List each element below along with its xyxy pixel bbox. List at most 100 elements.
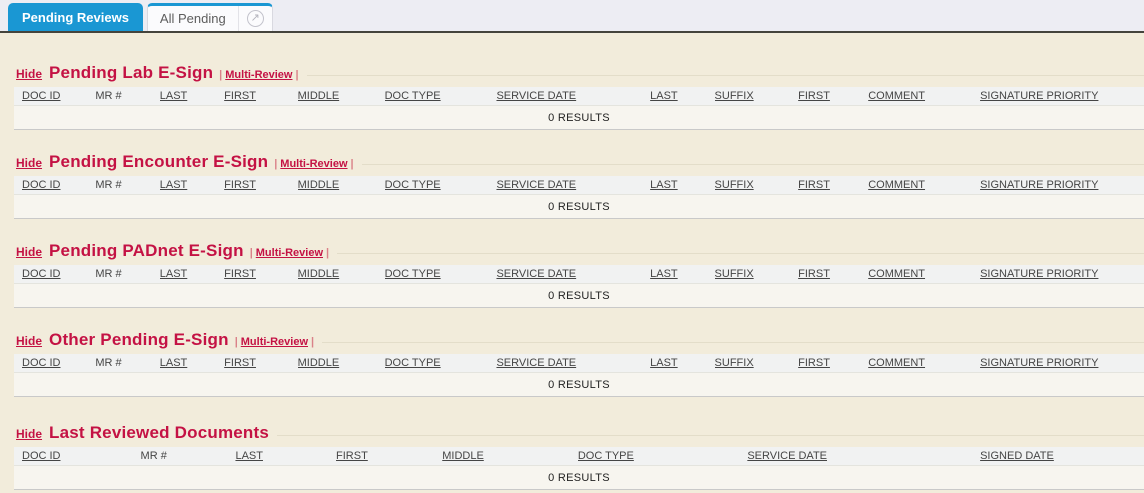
column-header-first[interactable]: FIRST <box>798 179 830 191</box>
column-header-doc-type[interactable]: DOC TYPE <box>384 268 441 280</box>
column-header-mr-: MR # <box>95 268 122 280</box>
header-rule-line <box>277 434 1144 436</box>
table-header-row: DOC ID MR # LAST FIRST MIDDLE DOC TYPE SERVICE… <box>14 354 1144 373</box>
column-header-doc-type[interactable]: DOC TYPE <box>577 450 634 462</box>
column-header-middle[interactable]: MIDDLE <box>297 90 340 102</box>
section-header: Hide Pending Lab E-Sign | Multi-Review | <box>0 63 1144 83</box>
tab-all-pending-icon-area[interactable]: ↗ <box>237 6 272 31</box>
column-header-comment[interactable]: COMMENT <box>868 357 926 369</box>
results-count-text: 0 RESULTS <box>548 111 610 124</box>
column-header-mr-: MR # <box>95 357 122 369</box>
column-header-service-date[interactable]: SERVICE DATE <box>496 268 577 280</box>
tab-all-pending[interactable]: All Pending ↗ <box>146 3 273 31</box>
pipe-separator-left: | <box>219 69 223 81</box>
table-header-row: DOC ID MR # LAST FIRST MIDDLE DOC TYPE SERVICE… <box>14 447 1144 466</box>
multi-review-wrap: | Multi-Review | <box>274 158 353 170</box>
column-header-first[interactable]: FIRST <box>224 179 256 191</box>
tab-all-pending-label: All Pending <box>159 11 226 26</box>
column-header-last[interactable]: LAST <box>650 90 678 102</box>
column-header-last[interactable]: LAST <box>159 179 188 191</box>
table-header-row: DOC ID MR # LAST FIRST MIDDLE DOC TYPE SERVICE… <box>14 176 1144 195</box>
column-header-last[interactable]: LAST <box>235 450 263 462</box>
column-header-last[interactable]: LAST <box>650 179 678 191</box>
tab-pending-reviews[interactable]: Pending Reviews <box>8 3 143 31</box>
column-header-doc-id[interactable]: DOC ID <box>22 450 61 462</box>
section-title: Last Reviewed Documents <box>49 423 270 442</box>
external-link-icon[interactable]: ↗ <box>246 10 264 27</box>
column-header-suffix[interactable]: SUFFIX <box>714 90 754 102</box>
column-header-last[interactable]: LAST <box>159 268 188 280</box>
column-header-service-date[interactable]: SERVICE DATE <box>496 357 577 369</box>
document-section: Hide Pending Lab E-Sign | Multi-Review | D… <box>0 63 1144 130</box>
pipe-separator-right: | <box>295 69 299 81</box>
column-header-first[interactable]: FIRST <box>798 90 830 102</box>
column-header-middle[interactable]: MIDDLE <box>442 450 484 462</box>
section-table: DOC ID MR # LAST FIRST MIDDLE DOC TYPE SERVICE… <box>14 447 1144 490</box>
multi-review-wrap: | Multi-Review | <box>219 69 298 81</box>
column-header-suffix[interactable]: SUFFIX <box>714 357 754 369</box>
column-header-signature-priority[interactable]: SIGNATURE PRIORITY <box>980 179 1099 191</box>
pending-reviews-content: Hide Pending Lab E-Sign | Multi-Review | D… <box>0 33 1144 490</box>
column-header-signature-priority[interactable]: SIGNATURE PRIORITY <box>980 357 1099 369</box>
hide-link[interactable]: Hide <box>16 156 43 170</box>
column-header-last[interactable]: LAST <box>650 268 678 280</box>
hide-link[interactable]: Hide <box>16 427 43 441</box>
column-header-middle[interactable]: MIDDLE <box>297 268 340 280</box>
section-header: Hide Pending PADnet E-Sign | Multi-Review… <box>0 241 1144 261</box>
column-header-first[interactable]: FIRST <box>798 268 830 280</box>
column-header-last[interactable]: LAST <box>159 90 188 102</box>
multi-review-link[interactable]: Multi-Review <box>240 336 308 348</box>
multi-review-wrap: | Multi-Review | <box>235 336 314 348</box>
column-header-middle[interactable]: MIDDLE <box>297 357 340 369</box>
column-header-comment[interactable]: COMMENT <box>868 268 926 280</box>
column-header-first[interactable]: FIRST <box>224 357 256 369</box>
header-rule-line <box>306 74 1144 76</box>
column-header-last[interactable]: LAST <box>650 357 678 369</box>
column-header-first[interactable]: FIRST <box>224 268 256 280</box>
hide-link[interactable]: Hide <box>16 67 43 81</box>
column-header-signature-priority[interactable]: SIGNATURE PRIORITY <box>980 268 1099 280</box>
section-header: Hide Last Reviewed Documents <box>0 423 1144 443</box>
header-rule-line <box>322 341 1144 343</box>
section-title: Pending Encounter E-Sign <box>49 152 269 171</box>
results-count-text: 0 RESULTS <box>548 471 610 484</box>
column-header-signed-date[interactable]: SIGNED DATE <box>980 450 1054 462</box>
column-header-first[interactable]: FIRST <box>798 357 830 369</box>
column-header-signature-priority[interactable]: SIGNATURE PRIORITY <box>980 90 1099 102</box>
hide-link[interactable]: Hide <box>16 245 43 259</box>
column-header-doc-id[interactable]: DOC ID <box>22 179 61 191</box>
multi-review-link[interactable]: Multi-Review <box>225 69 293 81</box>
column-header-doc-type[interactable]: DOC TYPE <box>384 357 441 369</box>
table-header-row: DOC ID MR # LAST FIRST MIDDLE DOC TYPE SERVICE… <box>14 87 1144 106</box>
results-row: 0 RESULTS <box>14 106 1144 130</box>
column-header-service-date[interactable]: SERVICE DATE <box>747 450 827 462</box>
column-header-comment[interactable]: COMMENT <box>868 179 926 191</box>
multi-review-link[interactable]: Multi-Review <box>255 247 323 259</box>
column-header-suffix[interactable]: SUFFIX <box>714 268 754 280</box>
pipe-separator-right: | <box>326 247 330 259</box>
column-header-comment[interactable]: COMMENT <box>868 90 926 102</box>
column-header-first[interactable]: FIRST <box>224 90 256 102</box>
pipe-separator-right: | <box>311 336 315 348</box>
column-header-middle[interactable]: MIDDLE <box>297 179 340 191</box>
pipe-separator-left: | <box>249 247 253 259</box>
column-header-doc-type[interactable]: DOC TYPE <box>384 90 441 102</box>
document-section: Hide Pending PADnet E-Sign | Multi-Review… <box>0 241 1144 308</box>
column-header-service-date[interactable]: SERVICE DATE <box>496 179 577 191</box>
hide-link[interactable]: Hide <box>16 334 43 348</box>
column-header-suffix[interactable]: SUFFIX <box>714 179 754 191</box>
results-row: 0 RESULTS <box>14 373 1144 397</box>
section-title: Pending PADnet E-Sign <box>49 241 244 260</box>
column-header-doc-id[interactable]: DOC ID <box>22 268 61 280</box>
results-count-text: 0 RESULTS <box>548 289 610 302</box>
document-section: Hide Other Pending E-Sign | Multi-Review |… <box>0 330 1144 397</box>
multi-review-link[interactable]: Multi-Review <box>280 158 348 170</box>
column-header-last[interactable]: LAST <box>159 357 188 369</box>
column-header-service-date[interactable]: SERVICE DATE <box>496 90 577 102</box>
column-header-doc-id[interactable]: DOC ID <box>22 90 61 102</box>
pipe-separator-left: | <box>274 158 278 170</box>
column-header-doc-type[interactable]: DOC TYPE <box>384 179 441 191</box>
results-row: 0 RESULTS <box>14 466 1144 490</box>
column-header-first[interactable]: FIRST <box>336 450 368 462</box>
column-header-doc-id[interactable]: DOC ID <box>22 357 61 369</box>
